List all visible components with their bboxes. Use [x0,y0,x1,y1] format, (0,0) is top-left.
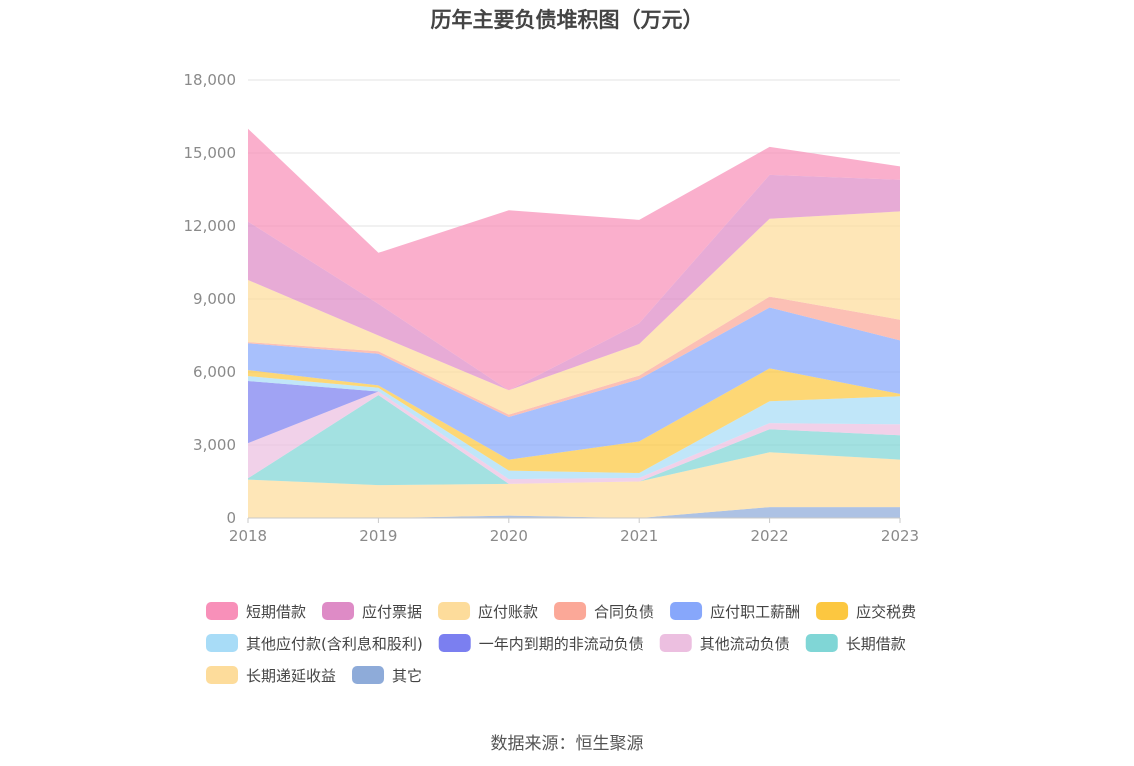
area-短期借款[interactable] [248,128,900,391]
area-合同负债[interactable] [248,296,900,417]
source-note: 数据来源：恒生聚源 [490,734,644,754]
legend-item[interactable]: 短期借款 [206,602,306,621]
legend-item[interactable]: 一年内到期的非流动负债 [438,634,644,653]
legend-label: 长期借款 [846,635,906,653]
area-一年内到期的非流动负债[interactable] [248,381,900,480]
legend-label: 长期递延收益 [246,667,336,685]
legend-label: 应付票据 [362,603,422,621]
x-tick-label: 2023 [881,527,919,545]
legend-label: 应付职工薪酬 [710,603,800,621]
legend-label: 其它 [392,667,422,685]
legend-swatch [206,602,238,620]
legend-item[interactable]: 应付票据 [322,602,422,621]
legend-item[interactable]: 合同负债 [554,602,654,621]
legend-swatch [554,602,587,620]
x-tick-label: 2019 [359,527,397,545]
y-tick-label: 9,000 [193,290,236,308]
legend-item[interactable]: 应付账款 [438,602,538,621]
area-应付账款[interactable] [248,211,900,415]
legend-swatch [816,602,849,620]
legend-label: 短期借款 [246,603,306,621]
y-tick-label: 6,000 [193,363,236,381]
legend-swatch [659,634,692,652]
x-tick-label: 2020 [490,527,528,545]
legend-item[interactable]: 其他流动负债 [659,634,790,653]
legend-swatch [206,634,238,652]
legend-label: 一年内到期的非流动负债 [479,635,644,653]
area-长期借款[interactable] [248,395,900,486]
legend-swatch [322,602,355,620]
legend-swatch [670,602,703,620]
area-长期递延收益[interactable] [248,452,900,518]
chart-title: 历年主要负债堆积图（万元） [430,8,704,32]
y-tick-label: 18,000 [184,71,237,89]
legend-swatch [352,666,385,684]
legend-label: 其他流动负债 [700,635,790,653]
legend-item[interactable]: 长期借款 [805,634,906,653]
area-应付票据[interactable] [248,174,900,391]
y-tick-label: 12,000 [184,217,237,235]
legend-item[interactable]: 长期递延收益 [206,666,336,685]
legend-item[interactable]: 其他应付款(含利息和股利) [206,634,423,653]
area-应付职工薪酬[interactable] [248,307,900,460]
y-tick-label: 3,000 [193,436,236,454]
x-tick-label: 2021 [620,527,658,545]
area-series [248,128,900,518]
legend-label: 合同负债 [594,603,654,621]
legend-swatch [206,666,238,684]
legend-item[interactable]: 应付职工薪酬 [670,602,800,621]
area-其它[interactable] [248,507,900,518]
y-tick-label: 15,000 [184,144,237,162]
legend-swatch [438,634,471,652]
y-tick-label: 0 [226,509,236,527]
legend-label: 应交税费 [856,603,916,621]
legend-swatch [438,602,471,620]
x-tick-label: 2018 [229,527,267,545]
area-其他流动负债[interactable] [248,391,900,484]
legend-label: 其他应付款(含利息和股利) [246,635,423,653]
x-tick-label: 2022 [751,527,789,545]
legend-swatch [805,634,838,652]
legend-label: 应付账款 [478,603,538,621]
legend-item[interactable]: 其它 [352,666,422,685]
legend-item[interactable]: 应交税费 [816,602,916,621]
area-应交税费[interactable] [248,368,900,473]
axes: 0 3,000 6,000 9,000 12,000 15,000 18,000 2018 20… [184,71,920,545]
